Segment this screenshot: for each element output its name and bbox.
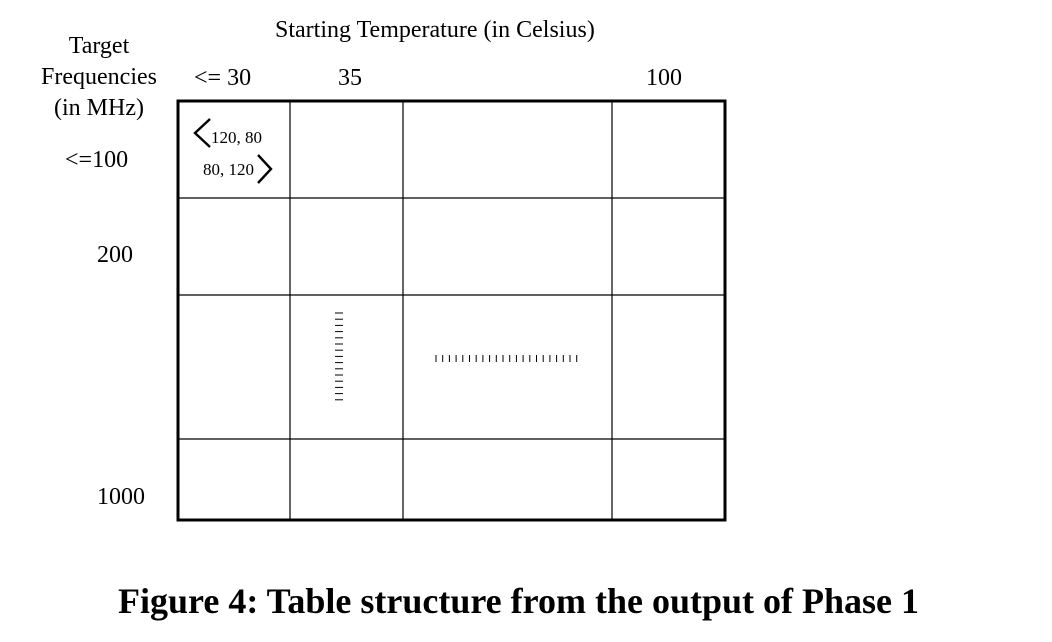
figure-caption: Figure 4: Table structure from the outpu… bbox=[118, 581, 919, 621]
cell-entry-line-2: 80, 120 bbox=[203, 160, 254, 179]
cell-entry-line-1: 120, 80 bbox=[211, 128, 262, 147]
right-angle-bracket-icon bbox=[257, 154, 273, 184]
column-label-le-30: <= 30 bbox=[194, 65, 252, 91]
left-angle-bracket-icon bbox=[193, 118, 211, 148]
column-label-35: 35 bbox=[338, 65, 362, 91]
column-label-100: 100 bbox=[646, 65, 682, 91]
row-axis-title-line-1: Target bbox=[68, 33, 130, 59]
row-label-1000: 1000 bbox=[97, 484, 145, 510]
row-label-le-100: <=100 bbox=[65, 147, 129, 173]
column-axis-title: Starting Temperature (in Celsius) bbox=[275, 17, 595, 43]
row-axis-title-line-2: Frequencies bbox=[41, 64, 157, 90]
row-label-200: 200 bbox=[97, 242, 133, 268]
row-axis-title-line-3: (in MHz) bbox=[54, 95, 144, 121]
vertical-tick-marks bbox=[335, 312, 343, 401]
table-outer-border bbox=[176, 99, 727, 522]
row-axis-title: Target Frequencies (in MHz) bbox=[30, 31, 168, 124]
horizontal-tick-marks bbox=[435, 355, 578, 362]
